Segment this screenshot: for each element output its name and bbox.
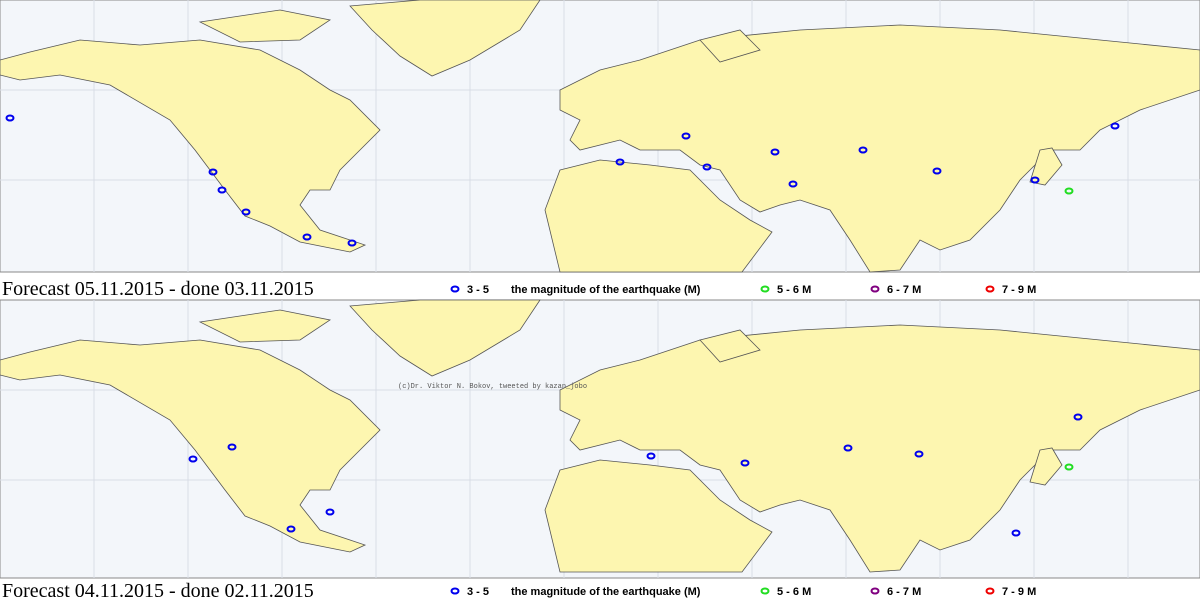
legend-range: 6 - 7 M (887, 586, 921, 598)
earthquake-marker (788, 180, 798, 188)
landmass (0, 339, 381, 553)
earthquake-marker (5, 114, 15, 122)
earthquake-marker (347, 239, 357, 247)
legend-marker (870, 587, 880, 595)
earthquake-marker (702, 163, 712, 171)
earthquake-marker (932, 167, 942, 175)
earthquake-marker (1011, 529, 1021, 537)
legend-range: 7 - 9 M (1002, 284, 1036, 296)
legend-range: 3 - 5 (467, 586, 489, 598)
earthquake-marker (1073, 413, 1083, 421)
earthquake-marker (843, 444, 853, 452)
landmass (699, 329, 761, 363)
legend-label: the magnitude of the earthquake (M) (511, 586, 701, 598)
legend-range: 3 - 5 (467, 284, 489, 296)
landmass (349, 0, 541, 77)
landmass (559, 324, 1200, 573)
landmass (544, 459, 773, 573)
legend-marker (450, 587, 460, 595)
earthquake-marker (302, 233, 312, 241)
earthquake-marker (681, 132, 691, 140)
legend-marker (450, 285, 460, 293)
map-panel: Forecast 05.11.2015 - done 03.11.2015 3 -… (0, 0, 1200, 300)
legend-range: 7 - 9 M (1002, 586, 1036, 598)
landmass (198, 9, 332, 43)
earthquake-marker (227, 443, 237, 451)
legend-range: 6 - 7 M (887, 284, 921, 296)
legend-marker (760, 587, 770, 595)
earthquake-marker (217, 186, 227, 194)
legend-marker (985, 285, 995, 293)
earthquake-marker (286, 525, 296, 533)
forecast-title: Forecast 04.11.2015 - done 02.11.2015 (2, 580, 314, 600)
land (0, 299, 1200, 573)
landmass (349, 299, 541, 377)
landmass (544, 159, 773, 273)
watermark: (c)Dr. Viktor N. Bokov, tweeted by kazan… (398, 383, 587, 391)
earthquake-marker (1030, 176, 1040, 184)
landmass (0, 39, 381, 253)
landmass (1029, 147, 1063, 186)
earthquake-marker (1064, 187, 1074, 195)
earthquake-marker (1064, 463, 1074, 471)
legend-marker (760, 285, 770, 293)
earthquake-marker (208, 168, 218, 176)
legend-range: 5 - 6 M (777, 284, 811, 296)
legend-range: 5 - 6 M (777, 586, 811, 598)
landmass (559, 24, 1200, 273)
earthquake-marker (858, 146, 868, 154)
earthquake-marker (740, 459, 750, 467)
landmass (699, 29, 761, 63)
land (0, 0, 1200, 273)
earthquake-marker (241, 208, 251, 216)
legend-label: the magnitude of the earthquake (M) (511, 284, 701, 296)
landmass (1029, 447, 1063, 486)
earthquake-marker (188, 455, 198, 463)
earthquake-marker (914, 450, 924, 458)
forecast-title: Forecast 05.11.2015 - done 03.11.2015 (2, 278, 314, 300)
landmass (198, 309, 332, 343)
earthquake-marker (646, 452, 656, 460)
earthquake-marker (615, 158, 625, 166)
earthquake-marker (1110, 122, 1120, 130)
legend-marker (985, 587, 995, 595)
earthquake-marker (770, 148, 780, 156)
earthquake-marker (325, 508, 335, 516)
legend-marker (870, 285, 880, 293)
map-panel: Forecast 04.11.2015 - done 02.11.2015 3 -… (0, 299, 1200, 600)
